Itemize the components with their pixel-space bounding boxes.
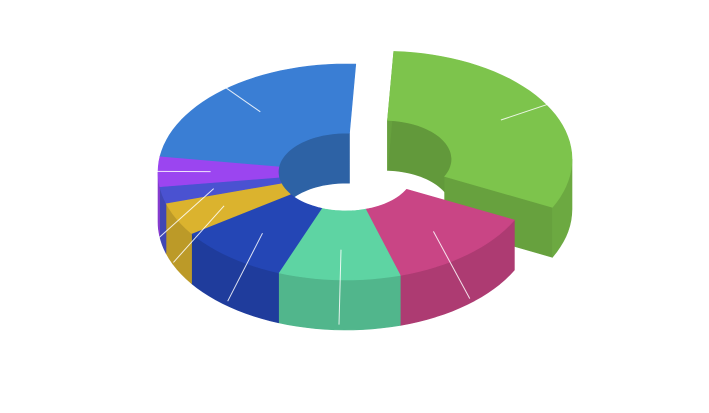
slice-0 (387, 51, 573, 208)
leader-line-3 (227, 232, 263, 302)
leader-line-2 (338, 249, 342, 325)
leader-line-4 (173, 205, 225, 263)
leader-line-7 (224, 86, 261, 113)
leader-line-5 (158, 188, 215, 239)
leader-line-0 (500, 103, 550, 121)
slice-7 (159, 63, 357, 167)
leader-line-1 (432, 231, 471, 299)
